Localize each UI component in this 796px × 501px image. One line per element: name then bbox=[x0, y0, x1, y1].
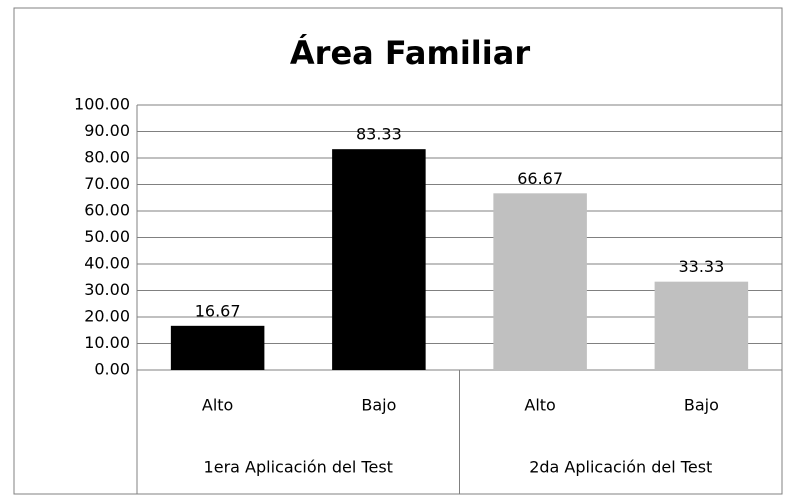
chart-title: Área Familiar bbox=[290, 34, 530, 72]
y-tick-label: 90.00 bbox=[84, 121, 130, 140]
y-tick-label: 60.00 bbox=[84, 201, 130, 220]
y-tick-label: 40.00 bbox=[84, 254, 130, 273]
y-tick-label: 30.00 bbox=[84, 280, 130, 299]
y-tick-label: 100.00 bbox=[74, 95, 130, 114]
bar bbox=[493, 193, 587, 370]
x-tick-label: Alto bbox=[524, 396, 555, 415]
y-tick-label: 0.00 bbox=[94, 360, 130, 379]
x-tick-label: Bajo bbox=[361, 396, 396, 415]
bar bbox=[654, 281, 749, 370]
y-tick-label: 20.00 bbox=[84, 307, 130, 326]
data-label: 83.33 bbox=[356, 125, 402, 144]
y-tick-label: 10.00 bbox=[84, 333, 130, 352]
group-label: 2da Aplicación del Test bbox=[529, 458, 712, 477]
x-tick-label: Alto bbox=[202, 396, 233, 415]
y-tick-label: 70.00 bbox=[84, 174, 130, 193]
y-tick-label: 80.00 bbox=[84, 148, 130, 167]
data-label: 16.67 bbox=[195, 301, 241, 320]
group-label: 1era Aplicación del Test bbox=[204, 458, 393, 477]
bar bbox=[332, 149, 426, 370]
data-label: 33.33 bbox=[678, 257, 724, 276]
data-label: 66.67 bbox=[517, 169, 563, 188]
y-tick-label: 50.00 bbox=[84, 227, 130, 246]
x-tick-label: Bajo bbox=[684, 396, 719, 415]
bar bbox=[170, 325, 265, 370]
